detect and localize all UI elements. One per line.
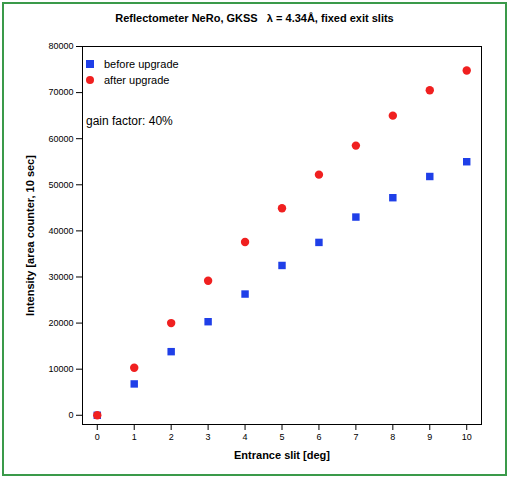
svg-text:10: 10 <box>462 432 472 442</box>
svg-text:6: 6 <box>316 432 321 442</box>
svg-text:70000: 70000 <box>48 87 73 97</box>
svg-text:2: 2 <box>169 432 174 442</box>
svg-text:5: 5 <box>279 432 284 442</box>
html-text:before upgrade: before upgrade <box>104 58 179 70</box>
svg-text:40000: 40000 <box>48 226 73 236</box>
svg-text:80000: 80000 <box>48 41 73 51</box>
svg-text:0: 0 <box>95 432 100 442</box>
html-text:Reflectometer NeRo, GKSS λ = 4: Reflectometer NeRo, GKSS λ = 4.34Å, fixe… <box>115 12 394 24</box>
svg-text:10000: 10000 <box>48 364 73 374</box>
svg-text:60000: 60000 <box>48 134 73 144</box>
svg-text:50000: 50000 <box>48 180 73 190</box>
svg-text:4: 4 <box>243 432 248 442</box>
svg-text:1: 1 <box>132 432 137 442</box>
svg-text:9: 9 <box>427 432 432 442</box>
svg-text:Entrance slit [deg]: Entrance slit [deg] <box>234 449 330 461</box>
svg-text:Intensity [area counter, 10 se: Intensity [area counter, 10 sec] <box>24 155 36 316</box>
svg-text:7: 7 <box>353 432 358 442</box>
svg-text:8: 8 <box>390 432 395 442</box>
svg-text:30000: 30000 <box>48 272 73 282</box>
svg-text:0: 0 <box>68 410 73 420</box>
html-text:after upgrade: after upgrade <box>104 74 170 86</box>
svg-text:20000: 20000 <box>48 318 73 328</box>
html-text:gain factor: 40%: gain factor: 40% <box>86 114 173 128</box>
svg-text:3: 3 <box>206 432 211 442</box>
